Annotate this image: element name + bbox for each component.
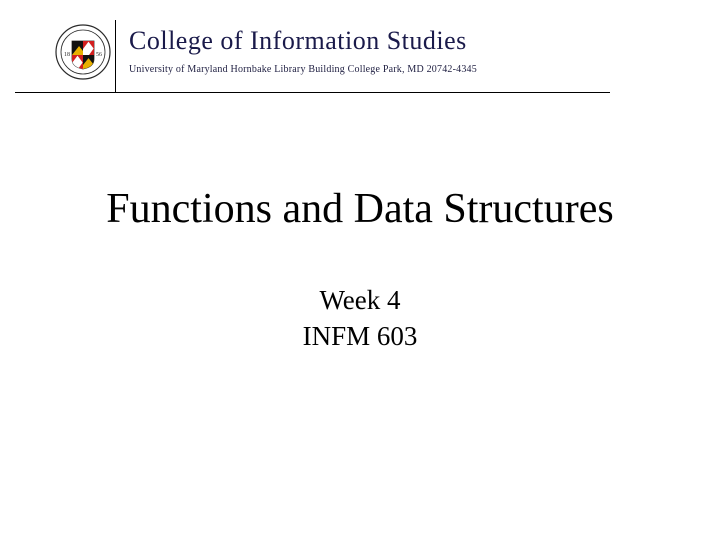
address-line: University of Maryland Hornbake Library … — [129, 64, 477, 75]
letterhead: 18 56 College of Information Studies Uni… — [115, 20, 610, 110]
college-name: College of Information Studies — [129, 26, 477, 56]
subtitle-line-1: Week 4 — [0, 282, 720, 318]
slide-title: Functions and Data Structures — [0, 185, 720, 233]
svg-text:18: 18 — [64, 52, 70, 58]
university-seal-icon: 18 56 — [55, 24, 111, 80]
vertical-divider — [115, 20, 116, 92]
subtitle-line-2: INFM 603 — [0, 318, 720, 354]
slide-subtitle: Week 4 INFM 603 — [0, 282, 720, 355]
horizontal-divider — [15, 92, 610, 93]
letterhead-text: College of Information Studies Universit… — [129, 26, 477, 75]
svg-text:56: 56 — [96, 52, 102, 58]
